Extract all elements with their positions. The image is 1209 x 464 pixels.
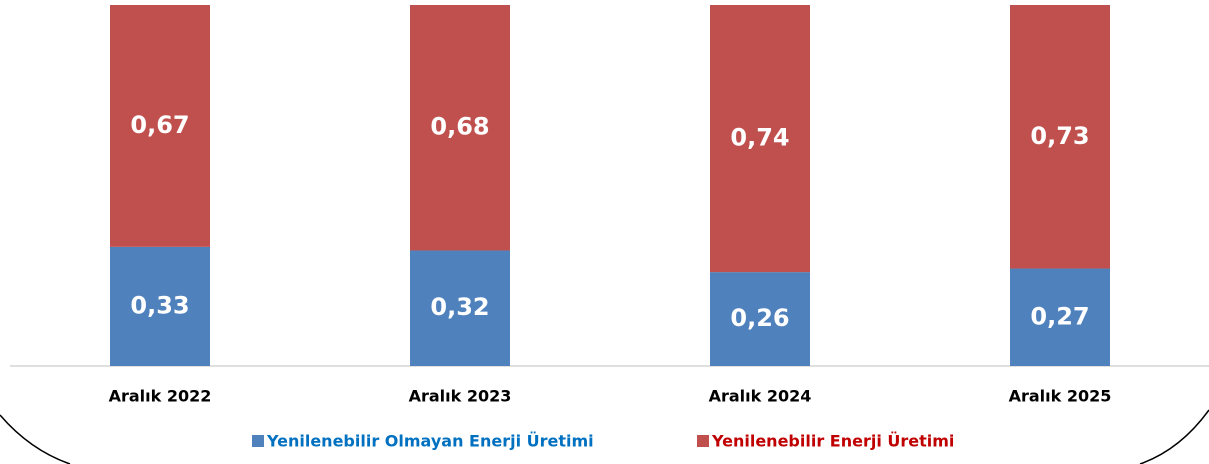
data-label: 0,33: [130, 291, 189, 319]
bar-segment: [710, 5, 810, 273]
bar-segment: [110, 246, 210, 366]
x-tick-label: Aralık 2025: [1009, 387, 1112, 406]
data-label: 0,74: [730, 124, 789, 152]
legend-swatch: [697, 435, 709, 447]
data-label: 0,68: [430, 113, 489, 141]
x-tick-label: Aralık 2023: [409, 387, 512, 406]
data-label: 0,32: [430, 293, 489, 321]
legend-swatch: [252, 435, 264, 447]
bar-segment: [410, 5, 510, 251]
bar-segment: [110, 5, 210, 247]
data-label: 0,27: [1030, 302, 1089, 330]
x-tick-label: Aralık 2022: [109, 387, 212, 406]
bar-segment: [710, 272, 810, 366]
frame-curve: [0, 414, 71, 464]
bar-segment: [1010, 5, 1110, 269]
frame-curve: [1139, 409, 1209, 464]
legend-label: Yenilenebilir Enerji Üretimi: [711, 432, 954, 451]
bar-segment: [1010, 268, 1110, 366]
data-label: 0,67: [130, 111, 189, 139]
legend-label: Yenilenebilir Olmayan Enerji Üretimi: [266, 432, 594, 451]
bar-segment: [410, 250, 510, 366]
x-tick-label: Aralık 2024: [709, 387, 812, 406]
data-label: 0,26: [730, 304, 789, 332]
data-label: 0,73: [1030, 122, 1089, 150]
